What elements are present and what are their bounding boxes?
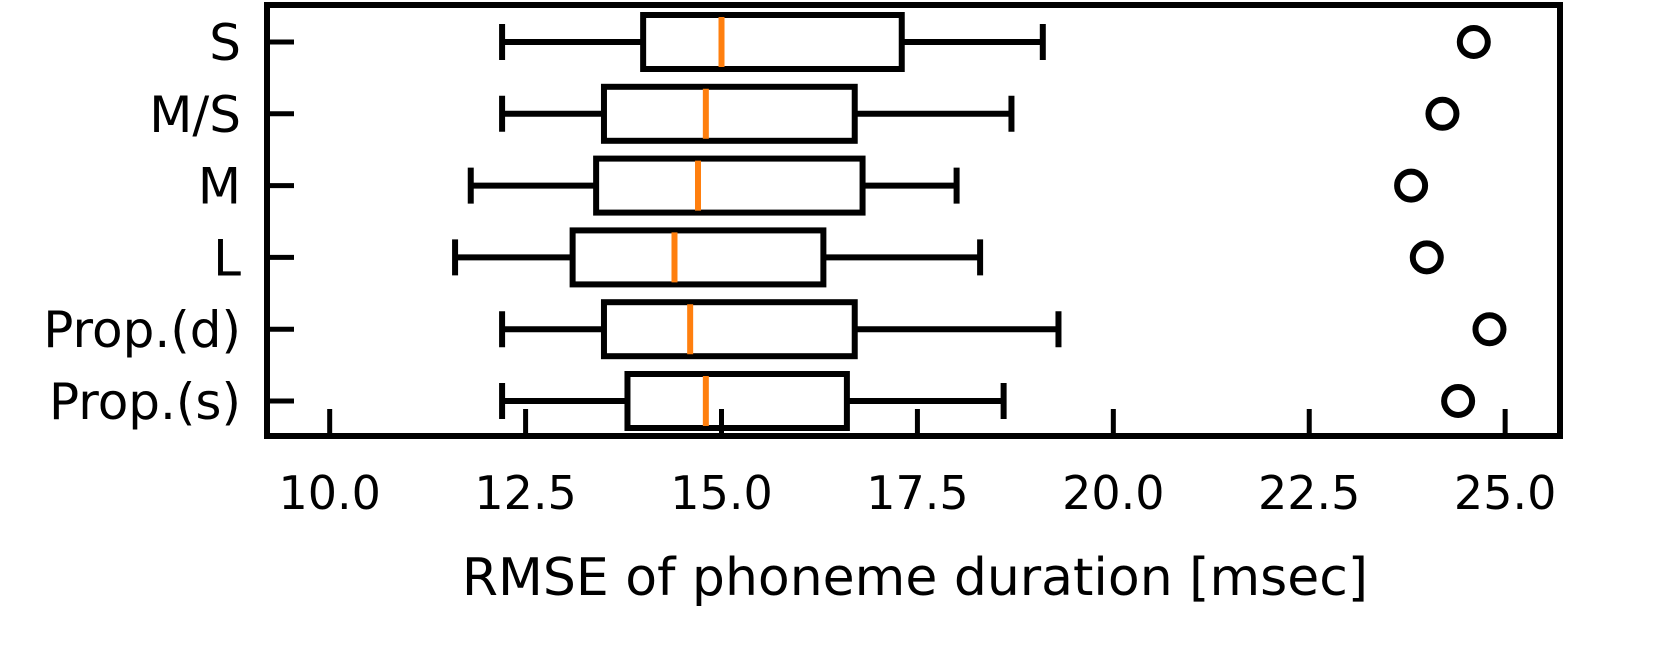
outlier-point — [1472, 312, 1507, 347]
iqr-box — [593, 155, 866, 216]
box-1 — [499, 83, 1460, 144]
outlier-point — [1394, 168, 1429, 203]
x-tick-label: 20.0 — [1062, 466, 1164, 520]
y-tick-label: M/S — [149, 86, 241, 144]
y-tick-label: Prop.(s) — [49, 373, 241, 431]
box-0 — [499, 12, 1491, 72]
iqr-box — [624, 371, 850, 431]
box-2 — [467, 155, 1429, 216]
iqr-box — [600, 299, 858, 360]
boxes-layer — [452, 12, 1507, 431]
box-5 — [499, 371, 1476, 431]
outlier-point — [1409, 240, 1444, 275]
outlier-point — [1456, 25, 1491, 59]
x-tick-label: 17.5 — [866, 466, 968, 520]
y-tick-label: M — [198, 158, 241, 216]
x-tick-label: 22.5 — [1258, 466, 1360, 520]
iqr-box — [640, 12, 905, 72]
box-4 — [499, 299, 1507, 360]
outlier-point — [1441, 384, 1476, 418]
x-tick-label: 10.0 — [278, 466, 380, 520]
iqr-box — [600, 83, 858, 144]
y-tick-label: Prop.(d) — [43, 301, 241, 359]
y-tick-label: L — [213, 229, 241, 287]
y-tick-label: S — [209, 14, 241, 72]
outlier-point — [1425, 96, 1460, 131]
plot-frame — [264, 2, 1563, 439]
box-3 — [452, 227, 1444, 288]
x-tick-label: 12.5 — [474, 466, 576, 520]
axes-layer: S M/S ML Prop.(d) Prop.(s) 10.0 12.5 15.0 17.5 20… — [43, 2, 1563, 520]
x-axis-label: RMSE of phoneme duration [msec] — [462, 548, 1368, 608]
x-tick-label: 25.0 — [1454, 466, 1556, 520]
iqr-box — [569, 227, 827, 288]
x-tick-label: 15.0 — [670, 466, 772, 520]
